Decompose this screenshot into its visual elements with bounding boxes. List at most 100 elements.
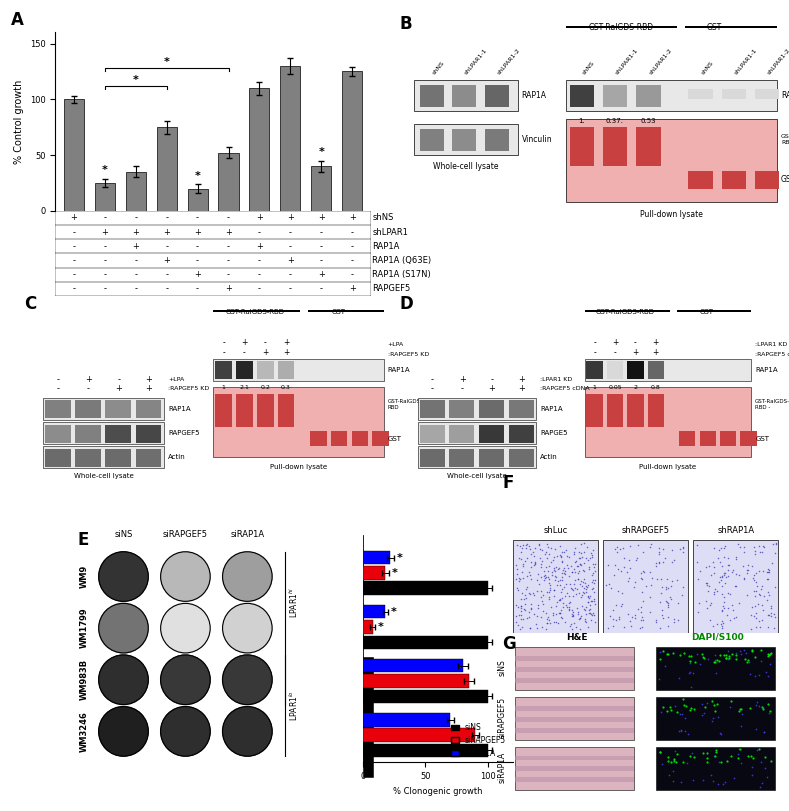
Point bbox=[589, 573, 601, 586]
Bar bbox=[156, 127, 177, 211]
Text: *: * bbox=[102, 165, 107, 175]
Text: -: - bbox=[73, 285, 75, 294]
Bar bbox=[352, 431, 368, 446]
Point bbox=[567, 563, 580, 576]
Point bbox=[588, 586, 600, 599]
Point bbox=[611, 546, 623, 559]
Point bbox=[688, 751, 701, 764]
Point bbox=[653, 672, 665, 685]
Point bbox=[623, 571, 635, 584]
Point bbox=[510, 599, 522, 611]
Point bbox=[547, 553, 559, 566]
Point bbox=[533, 539, 546, 551]
Point bbox=[535, 620, 548, 633]
Point bbox=[761, 670, 774, 683]
Text: +: + bbox=[256, 213, 263, 222]
Text: +: + bbox=[225, 228, 232, 237]
Text: +: + bbox=[287, 213, 294, 222]
Point bbox=[566, 610, 578, 623]
Point bbox=[661, 573, 674, 586]
Point bbox=[525, 572, 537, 585]
Text: +: + bbox=[256, 242, 263, 251]
Point bbox=[716, 615, 728, 628]
Point bbox=[769, 537, 782, 550]
Text: +: + bbox=[349, 285, 356, 294]
Point bbox=[697, 650, 709, 663]
Point bbox=[701, 752, 713, 765]
Point bbox=[664, 756, 677, 769]
Point bbox=[554, 606, 567, 619]
Point bbox=[635, 572, 648, 585]
Point bbox=[580, 616, 593, 629]
Point bbox=[581, 590, 594, 603]
Circle shape bbox=[161, 551, 210, 601]
Point bbox=[716, 620, 728, 633]
Point bbox=[525, 598, 537, 611]
Point bbox=[655, 706, 667, 719]
Point bbox=[551, 595, 563, 608]
Point bbox=[713, 556, 726, 569]
Point bbox=[545, 600, 558, 613]
Bar bbox=[45, 425, 70, 443]
Point bbox=[749, 650, 761, 663]
Point bbox=[547, 608, 559, 621]
Point bbox=[548, 564, 560, 577]
Point bbox=[712, 544, 725, 557]
Point bbox=[512, 601, 525, 614]
Point bbox=[515, 602, 528, 615]
Point bbox=[688, 655, 701, 668]
Text: Pull-down lysate: Pull-down lysate bbox=[270, 464, 327, 470]
Point bbox=[667, 616, 680, 629]
Point bbox=[556, 597, 569, 610]
Text: +: + bbox=[85, 375, 92, 384]
Text: :LPAR1 KD: :LPAR1 KD bbox=[540, 377, 572, 382]
Point bbox=[663, 768, 675, 781]
Point bbox=[740, 646, 753, 659]
Point bbox=[537, 598, 549, 611]
Point bbox=[721, 586, 734, 599]
Text: -: - bbox=[593, 338, 596, 347]
Point bbox=[662, 601, 675, 614]
Point bbox=[655, 581, 667, 594]
Bar bbox=[515, 717, 634, 722]
Point bbox=[664, 700, 676, 713]
Point bbox=[585, 548, 598, 561]
Point bbox=[730, 611, 742, 624]
Point bbox=[558, 567, 570, 580]
Point bbox=[738, 541, 750, 554]
Bar bbox=[331, 431, 347, 446]
Point bbox=[717, 542, 730, 555]
Point bbox=[579, 586, 592, 599]
Point bbox=[575, 589, 588, 602]
Point bbox=[567, 606, 579, 619]
Bar bbox=[136, 401, 162, 418]
Point bbox=[670, 756, 682, 769]
Point bbox=[725, 749, 738, 762]
Point bbox=[732, 596, 745, 609]
Bar bbox=[740, 431, 757, 446]
Point bbox=[765, 646, 777, 659]
Point bbox=[728, 580, 741, 593]
Point bbox=[679, 712, 691, 725]
Point bbox=[737, 560, 750, 573]
Point bbox=[718, 551, 731, 564]
Point bbox=[531, 622, 544, 635]
Point bbox=[559, 564, 571, 577]
Point bbox=[514, 573, 526, 586]
Point bbox=[735, 648, 747, 661]
Point bbox=[717, 649, 730, 662]
Point bbox=[510, 563, 523, 576]
Point bbox=[572, 573, 585, 586]
Circle shape bbox=[99, 706, 148, 756]
Point bbox=[723, 652, 735, 665]
Bar bbox=[515, 756, 634, 761]
Point bbox=[575, 546, 588, 559]
Point bbox=[587, 558, 600, 571]
Point bbox=[514, 608, 527, 621]
Point bbox=[608, 569, 620, 581]
Point bbox=[583, 603, 596, 616]
Point bbox=[708, 542, 720, 555]
Point bbox=[550, 560, 563, 573]
Point bbox=[724, 614, 736, 627]
Point bbox=[574, 575, 587, 588]
